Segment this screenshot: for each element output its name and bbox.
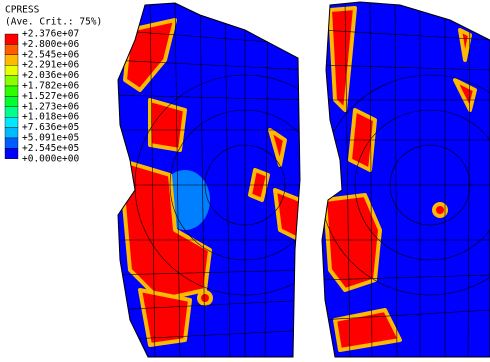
legend-label: +2.545e+06 [22,49,79,60]
legend-label: +1.782e+06 [22,81,79,92]
legend-label: +1.527e+06 [22,91,79,102]
legend-averaging: (Ave. Crit.: 75%) [5,17,102,28]
legend-variable: CPRESS [5,5,40,16]
legend-swatch [5,55,18,65]
legend-label: +0.000e+00 [22,153,79,164]
left-contour [110,0,355,362]
legend-swatch [5,44,18,54]
legend-swatch [5,86,18,96]
screenshot: CPRESS (Ave. Crit.: 75%) +2.376e+07+2.80… [0,0,490,362]
legend-swatch [5,117,18,127]
legend-label: +5.091e+05 [22,133,79,144]
right-contour [320,0,490,362]
legend-swatch [5,128,18,138]
legend-swatch [5,148,18,158]
legend-label: +2.545e+05 [22,143,79,154]
legend-label: +2.036e+06 [22,70,79,81]
legend-label: +1.018e+06 [22,112,79,123]
legend-swatch [5,138,18,148]
legend-swatch [5,34,18,44]
legend-label: +2.800e+06 [22,39,79,50]
legend-label: +2.291e+06 [22,60,79,71]
legend-swatch [5,76,18,86]
legend-swatch [5,65,18,75]
legend-label: +1.273e+06 [22,101,79,112]
legend-swatch [5,107,18,117]
legend-swatch [5,96,18,106]
legend-label: +2.376e+07 [22,29,79,40]
legend-label: +7.636e+05 [22,122,79,133]
